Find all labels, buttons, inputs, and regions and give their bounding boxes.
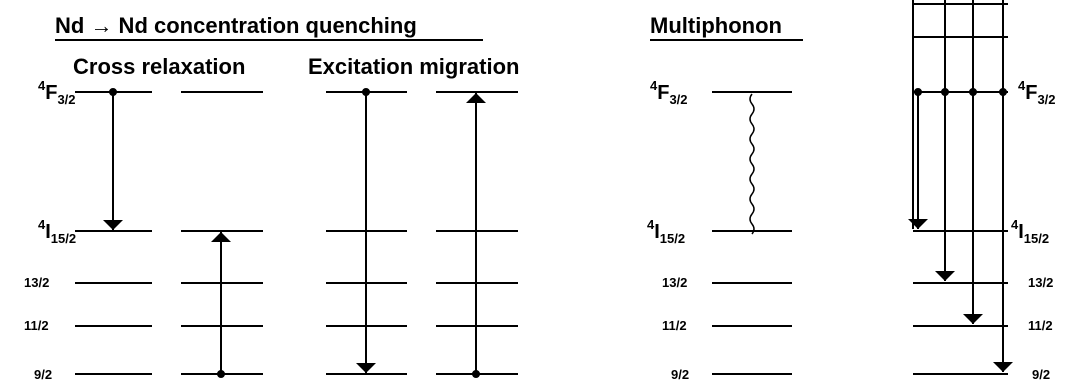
level-label-9-2: 9/2 — [34, 367, 52, 382]
excitation-migration-heading: Excitation migration — [308, 54, 519, 79]
multiphonon-heading-text: Multiphonon — [650, 13, 782, 38]
multiphonon-wavy-transition — [749, 93, 755, 235]
right-label-9-2: 9/2 — [1032, 367, 1050, 382]
multiphonon-label-i152: 4I15/2 — [647, 217, 685, 246]
multiphonon-label-9-2: 9/2 — [671, 367, 689, 382]
cross-relaxation-ion-a — [75, 88, 152, 375]
excitation-migration-ion-a — [326, 88, 407, 375]
cross-relaxation-ion-b — [181, 91, 263, 378]
ladder-structure — [908, 0, 1013, 375]
level-label-f32: 4F3/2 — [38, 78, 76, 107]
level-label-11-2: 11/2 — [24, 318, 49, 333]
concentration-quenching-heading: Nd → Nd concentration quenching — [55, 13, 483, 41]
cross-relaxation-heading: Cross relaxation — [73, 54, 245, 79]
concentration-heading-text: Nd → Nd concentration quenching — [55, 13, 417, 38]
right-label-13-2: 13/2 — [1028, 275, 1053, 290]
level-label-i152: 4I15/2 — [38, 217, 76, 246]
right-label-f32: 4F3/2 — [1018, 78, 1056, 107]
multiphonon-heading: Multiphonon — [650, 13, 803, 41]
right-label-i152: 4I15/2 — [1011, 217, 1049, 246]
multiphonon-label-11-2: 11/2 — [662, 318, 687, 333]
multiphonon-label-f32: 4F3/2 — [650, 78, 688, 107]
level-label-13-2: 13/2 — [24, 275, 49, 290]
excitation-migration-ion-b — [436, 91, 518, 378]
multiphonon-label-13-2: 13/2 — [662, 275, 687, 290]
right-label-11-2: 11/2 — [1028, 318, 1053, 333]
multiphonon-levels — [712, 91, 792, 375]
